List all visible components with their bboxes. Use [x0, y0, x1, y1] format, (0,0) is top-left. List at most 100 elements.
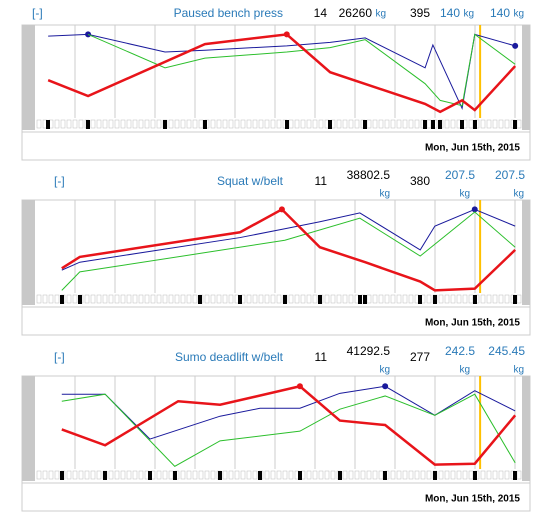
strip-cell	[420, 470, 426, 480]
strip-cell	[186, 119, 192, 129]
strip-cell	[294, 294, 300, 304]
strip-cell	[312, 119, 318, 129]
strip-cell	[138, 119, 144, 129]
highlight-dot	[296, 383, 303, 390]
right-bar	[522, 25, 530, 130]
strip-cell	[498, 119, 504, 129]
strip-cell	[60, 119, 66, 129]
strip-cell	[132, 470, 138, 480]
strip-cell	[246, 470, 252, 480]
volume-unit: kg	[375, 9, 386, 20]
weight1: 242.5	[445, 344, 475, 358]
exercise-name[interactable]: Sumo deadlift w/belt	[175, 350, 284, 364]
strip-cell	[390, 119, 396, 129]
strip-cell	[492, 119, 498, 129]
left-bar	[22, 376, 35, 481]
strip-cell	[36, 119, 42, 129]
strip-cell	[342, 119, 348, 129]
day-tick	[163, 120, 167, 129]
strip-cell	[90, 470, 96, 480]
day-tick	[473, 295, 477, 304]
strip-cell	[330, 470, 336, 480]
volume: 26260	[339, 6, 373, 20]
strip-cell	[354, 119, 360, 129]
strip-cell	[378, 294, 384, 304]
day-tick	[418, 295, 422, 304]
strip-cell	[168, 119, 174, 129]
strip-cell	[258, 294, 264, 304]
strip-cell	[318, 470, 324, 480]
strip-cell	[384, 119, 390, 129]
strip-cell	[288, 294, 294, 304]
strip-cell	[288, 119, 294, 129]
strip-cell	[294, 119, 300, 129]
series-line	[61, 211, 516, 291]
strip-cell	[396, 470, 402, 480]
weight2-unit: kg	[513, 9, 524, 20]
strip-cell	[222, 119, 228, 129]
reps: 380	[410, 174, 430, 188]
strip-cell	[120, 470, 126, 480]
day-tick	[218, 471, 222, 480]
strip-cell	[108, 294, 114, 304]
strip-cell	[126, 294, 132, 304]
strip-cell	[270, 294, 276, 304]
strip-cell	[252, 294, 258, 304]
strip-cell	[312, 294, 318, 304]
strip-cell	[498, 294, 504, 304]
volume-unit: kg	[379, 189, 390, 200]
strip-cell	[300, 294, 306, 304]
strip-cell	[126, 470, 132, 480]
toggle[interactable]: [-]	[54, 174, 65, 188]
weight1: 140	[440, 6, 460, 20]
strip-cell	[180, 119, 186, 129]
strip-cell	[102, 294, 108, 304]
strip-cell	[156, 119, 162, 129]
volume: 41292.5	[347, 344, 391, 358]
strip-cell	[516, 294, 522, 304]
strip-cell	[168, 294, 174, 304]
strip-cell	[366, 119, 372, 129]
strip-cell	[210, 470, 216, 480]
strip-cell	[66, 119, 72, 129]
strip-cell	[48, 294, 54, 304]
strip-cell	[270, 470, 276, 480]
day-tick	[328, 120, 332, 129]
strip-cell	[480, 119, 486, 129]
strip-cell	[198, 119, 204, 129]
strip-cell	[228, 470, 234, 480]
strip-cell	[216, 294, 222, 304]
strip-cell	[96, 294, 102, 304]
strip-cell	[192, 470, 198, 480]
strip-cell	[162, 470, 168, 480]
strip-cell	[156, 470, 162, 480]
strip-cell	[288, 470, 294, 480]
strip-cell	[120, 294, 126, 304]
strip-cell	[246, 119, 252, 129]
sets: 14	[314, 6, 328, 20]
strip-cell	[330, 294, 336, 304]
day-tick	[433, 471, 437, 480]
weight2: 140	[490, 6, 510, 20]
toggle[interactable]: [-]	[54, 350, 65, 364]
day-tick	[513, 120, 517, 129]
strip-cell	[390, 294, 396, 304]
exercise-name[interactable]: Paused bench press	[174, 6, 283, 20]
exercise-name[interactable]: Squat w/belt	[217, 174, 284, 188]
strip-cell	[456, 294, 462, 304]
strip-cell	[384, 294, 390, 304]
right-bar	[522, 200, 530, 305]
strip-cell	[108, 119, 114, 129]
strip-cell	[42, 294, 48, 304]
day-tick	[298, 471, 302, 480]
date: Mon, Jun 15th, 2015	[425, 494, 520, 505]
chart-box	[21, 199, 531, 336]
strip-cell	[468, 470, 474, 480]
left-bar	[22, 200, 35, 305]
strip-cell	[372, 470, 378, 480]
strip-cell	[36, 294, 42, 304]
toggle[interactable]: [-]	[32, 6, 43, 20]
strip-cell	[498, 470, 504, 480]
strip-cell	[312, 470, 318, 480]
day-tick	[148, 471, 152, 480]
